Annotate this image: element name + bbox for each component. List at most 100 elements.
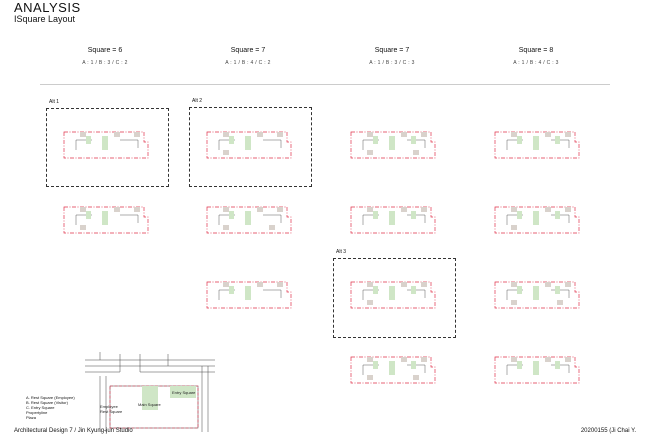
page-title: ANALYSIS	[14, 0, 81, 15]
rest-square	[565, 132, 571, 137]
rest-square	[257, 282, 263, 287]
entry-square	[102, 136, 108, 150]
entry-square	[555, 211, 560, 219]
legend-item: A. Rest Square (Employee)	[26, 395, 75, 400]
entry-square	[533, 361, 539, 375]
layout-diagram	[494, 356, 580, 384]
column-header-4: Square = 8 A : 1 / B : 4 / C : 3	[476, 47, 596, 66]
rest-square	[421, 282, 427, 287]
rest-square	[367, 357, 373, 362]
rest-square	[114, 207, 120, 212]
entry-square	[411, 136, 416, 144]
property-line	[63, 206, 149, 234]
rest-square	[367, 132, 373, 137]
rest-square	[223, 150, 229, 155]
rest-square	[511, 357, 517, 362]
layout-diagram	[494, 131, 580, 159]
alt-3-frame	[333, 258, 456, 338]
square-breakdown: A : 1 / B : 4 / C : 3	[513, 60, 559, 66]
entry-square	[86, 136, 91, 144]
main-square-block	[142, 386, 158, 410]
rest-square	[413, 150, 419, 155]
entry-square	[517, 211, 522, 219]
rest-square	[223, 207, 229, 212]
layout-diagram	[63, 206, 149, 234]
rest-square	[80, 207, 86, 212]
rest-square	[367, 375, 373, 380]
entry-square	[533, 211, 539, 225]
rest-square	[367, 300, 373, 305]
entry-square	[229, 286, 234, 294]
rest-square	[401, 207, 407, 212]
entry-square	[245, 136, 251, 150]
footer-left: Architectural Design 7 / Jin Kyung-jun S…	[14, 428, 133, 434]
column-header-2: Square = 7 A : 1 / B : 4 / C : 2	[188, 47, 308, 66]
rest-square	[269, 225, 275, 230]
rest-square	[565, 282, 571, 287]
entry-square	[517, 286, 522, 294]
rest-square	[545, 207, 551, 212]
legend-item: Propertyline	[26, 410, 48, 415]
property-line	[494, 131, 580, 159]
square-breakdown: A : 1 / B : 3 / C : 2	[82, 60, 128, 66]
layout-diagram	[494, 281, 580, 309]
property-line	[350, 281, 436, 309]
rest-square	[114, 132, 120, 137]
entry-square	[373, 136, 378, 144]
rest-square	[277, 132, 283, 137]
entry-square	[389, 286, 395, 300]
main-square-label: Main Square	[138, 402, 161, 407]
header-divider	[40, 84, 610, 85]
layout-diagram	[350, 206, 436, 234]
entry-square	[102, 211, 108, 225]
entry-square	[533, 136, 539, 150]
column-header-1: Square = 6 A : 1 / B : 3 / C : 2	[45, 47, 165, 66]
legend-item: B. Rest Square (Visitor)	[26, 400, 68, 405]
rest-square	[511, 225, 517, 230]
rest-square	[223, 132, 229, 137]
property-line	[350, 206, 436, 234]
rest-square	[511, 282, 517, 287]
rest-square	[421, 357, 427, 362]
column-header-3: Square = 7 A : 1 / B : 3 / C : 3	[332, 47, 452, 66]
property-line	[494, 356, 580, 384]
legend-item: Plaza	[26, 415, 37, 420]
rest-square	[401, 132, 407, 137]
entry-square	[555, 361, 560, 369]
rest-square	[257, 132, 263, 137]
rest-square	[277, 207, 283, 212]
entry-square	[229, 211, 234, 219]
employee-square-label: Employee Rest Square	[100, 404, 123, 414]
layout-diagram	[63, 131, 149, 159]
square-count: Square = 6	[87, 47, 123, 54]
layout-diagram	[206, 281, 292, 309]
rest-square	[401, 357, 407, 362]
rest-square	[421, 207, 427, 212]
property-line	[206, 281, 292, 309]
layout-diagram	[350, 281, 436, 309]
layout-diagram	[206, 131, 292, 159]
rest-square	[367, 207, 373, 212]
property-line	[206, 206, 292, 234]
entry-square	[245, 211, 251, 225]
rest-square	[277, 282, 283, 287]
entry-square	[533, 286, 539, 300]
rest-square	[80, 225, 86, 230]
entry-square	[411, 211, 416, 219]
entry-square	[517, 361, 522, 369]
rest-square	[223, 225, 229, 230]
alt-3-label: Alt 3	[336, 249, 347, 255]
square-count: Square = 8	[518, 47, 554, 54]
entry-square-block	[170, 386, 196, 398]
property-line	[350, 131, 436, 159]
entry-square	[373, 361, 378, 369]
rest-square	[80, 132, 86, 137]
entry-square	[86, 211, 91, 219]
property-line	[494, 206, 580, 234]
square-breakdown: A : 1 / B : 4 / C : 2	[225, 60, 271, 66]
property-line	[494, 281, 580, 309]
entry-square	[373, 286, 378, 294]
rest-square	[545, 282, 551, 287]
alt-1-frame	[46, 108, 169, 187]
rest-square	[565, 357, 571, 362]
